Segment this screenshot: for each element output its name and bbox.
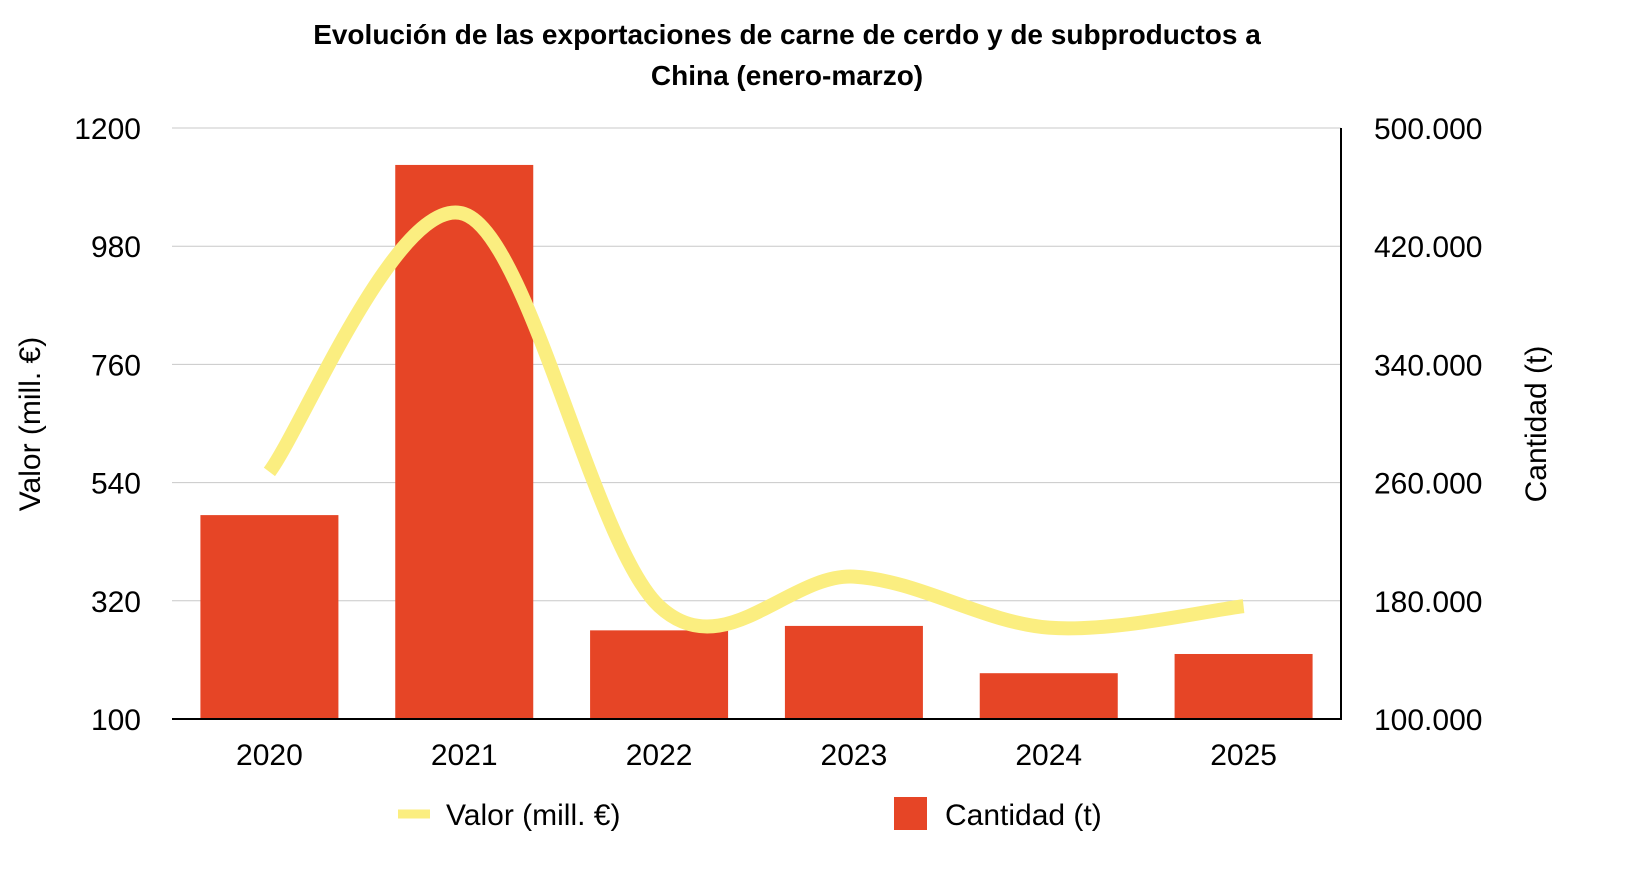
x-tick-label-2022: 2022 — [626, 739, 693, 772]
right-tick-label-5: 500.000 — [1374, 113, 1482, 146]
right-tick-label-3: 340.000 — [1374, 349, 1482, 382]
bar-2021 — [395, 164, 534, 719]
left-axis-ticks: 100 320 540 760 980 1200 — [74, 113, 141, 737]
right-axis-ticks: 100.000 180.000 260.000 340.000 420.000 500.0… — [1374, 113, 1482, 737]
bar-2024 — [979, 673, 1118, 719]
chart-title-line-2: China (enero-marzo) — [651, 60, 923, 91]
x-axis-ticks: 2020 2021 2022 2023 2024 2025 — [236, 739, 1277, 772]
legend: Valor (mill. €) Cantidad (t) — [398, 797, 1102, 832]
left-tick-label-4: 980 — [91, 231, 141, 264]
right-tick-label-1: 180.000 — [1374, 586, 1482, 619]
legend-line-label: Valor (mill. €) — [446, 799, 620, 832]
x-tick-label-2024: 2024 — [1015, 739, 1082, 772]
chart-title: Evolución de las exportaciones de carne … — [313, 19, 1261, 91]
left-axis-title: Valor (mill. €) — [14, 337, 47, 511]
left-tick-label-1: 320 — [91, 586, 141, 619]
line-series — [263, 205, 1245, 636]
left-tick-label-0: 100 — [91, 704, 141, 737]
left-tick-label-5: 1200 — [74, 113, 141, 146]
x-tick-label-2020: 2020 — [236, 739, 303, 772]
legend-bar-swatch — [894, 797, 927, 830]
axes — [172, 128, 1342, 720]
x-tick-label-2025: 2025 — [1210, 739, 1277, 772]
bar-2022 — [590, 630, 729, 719]
legend-bar-label: Cantidad (t) — [945, 799, 1102, 832]
right-axis-title: Cantidad (t) — [1520, 346, 1553, 503]
x-tick-label-2021: 2021 — [431, 739, 498, 772]
chart-title-line-1: Evolución de las exportaciones de carne … — [313, 19, 1261, 50]
right-tick-label-2: 260.000 — [1374, 468, 1482, 501]
bar-2023 — [784, 625, 923, 719]
right-tick-label-4: 420.000 — [1374, 231, 1482, 264]
right-tick-label-0: 100.000 — [1374, 704, 1482, 737]
bar-2025 — [1174, 653, 1313, 719]
x-tick-label-2023: 2023 — [821, 739, 888, 772]
left-tick-label-2: 540 — [91, 468, 141, 501]
gridlines — [172, 127, 1341, 602]
bar-2020 — [200, 515, 339, 719]
bar-series — [200, 164, 1313, 719]
left-tick-label-3: 760 — [91, 349, 141, 382]
